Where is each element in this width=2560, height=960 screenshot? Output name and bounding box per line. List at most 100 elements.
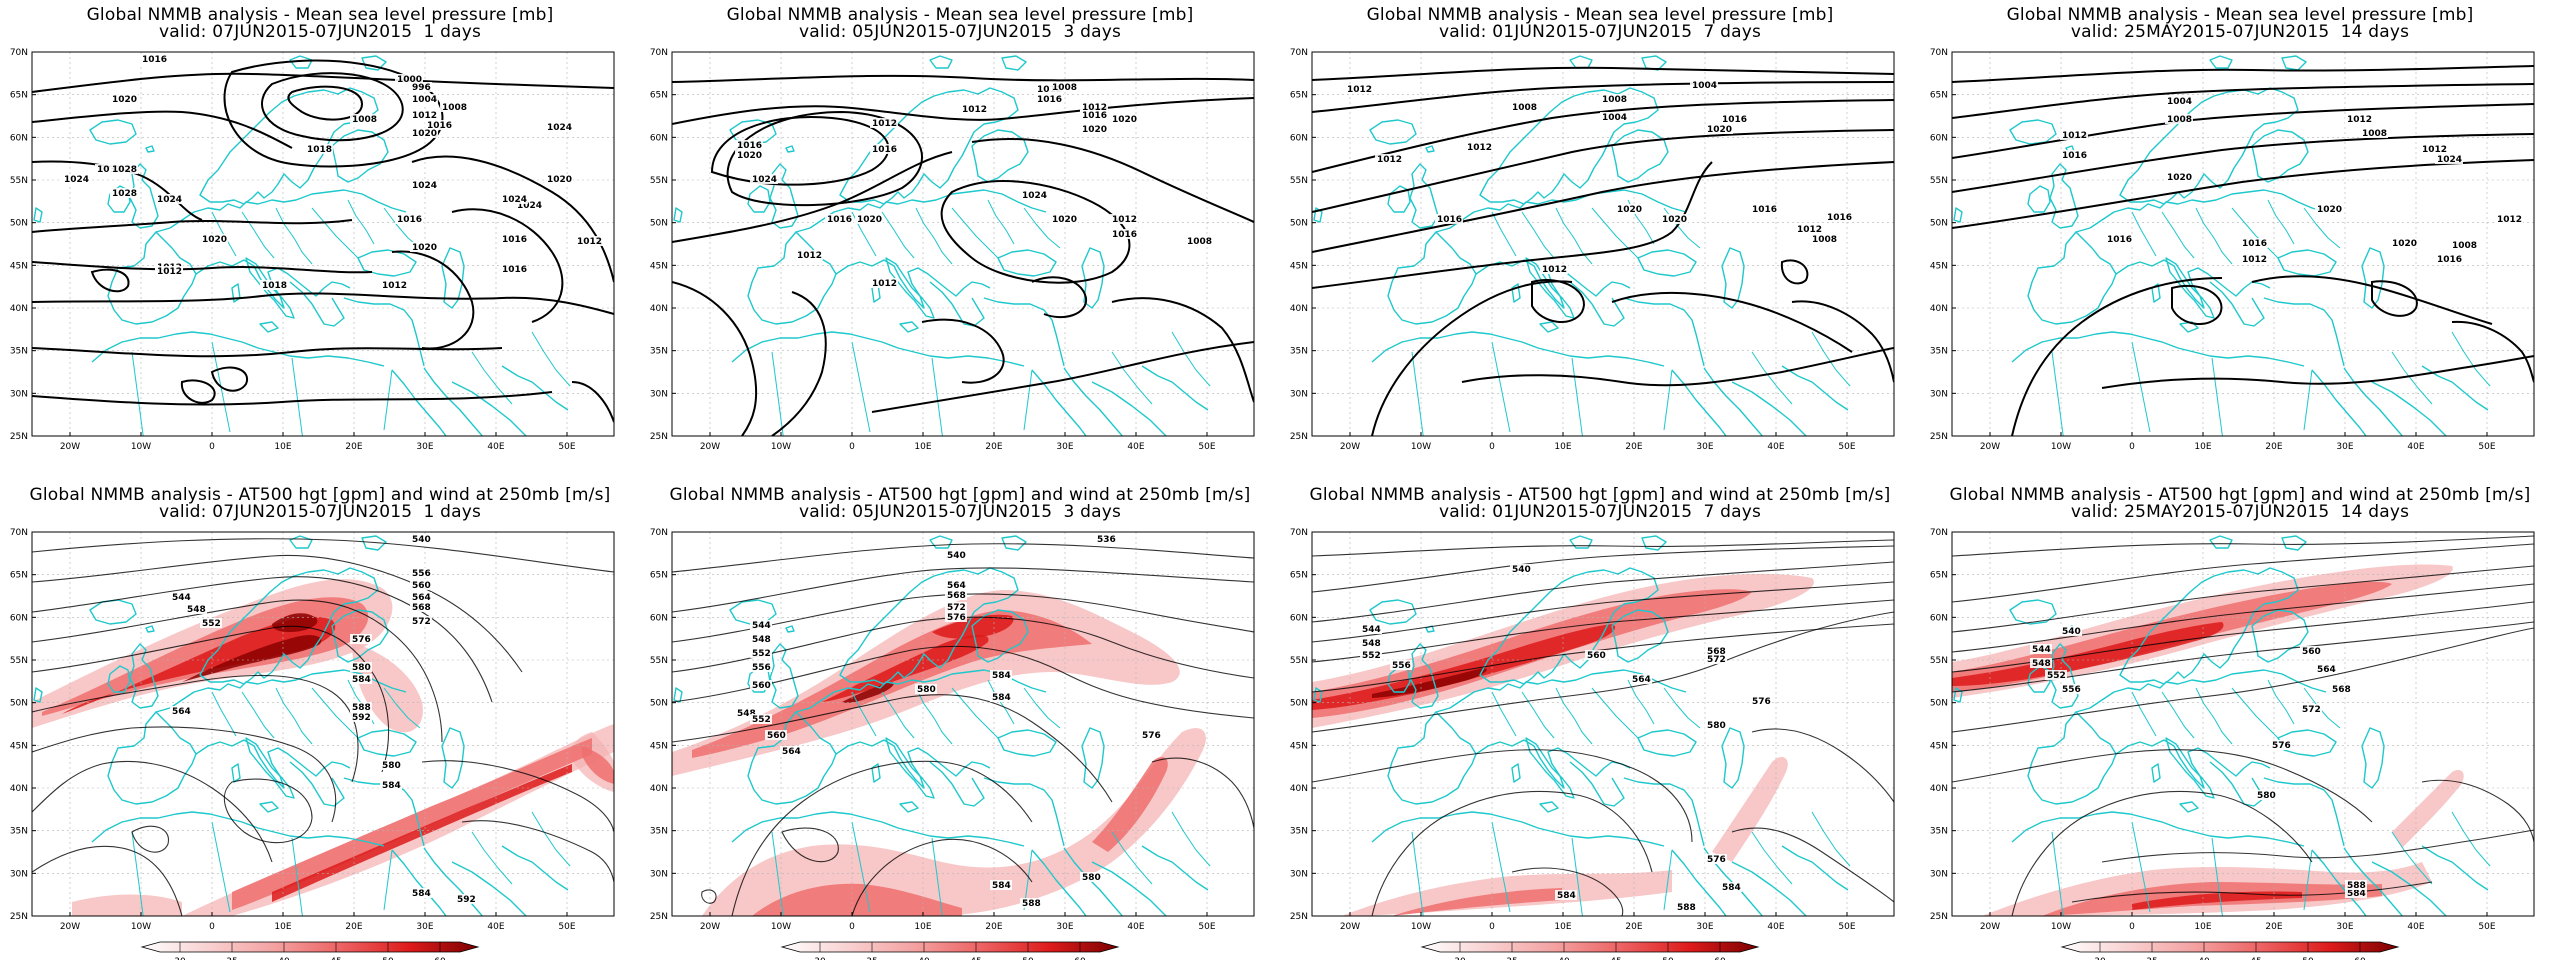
colorbar-label: 60: [1074, 957, 1086, 960]
height-contour: [1731, 827, 1894, 903]
lat-tick-label: 70N: [1930, 528, 1948, 538]
height-contour: [1312, 561, 1894, 623]
contour-label-bg: [945, 590, 967, 600]
height-contour: [1751, 728, 1894, 803]
contour-label-bg: [825, 214, 853, 224]
contour-label-bg: [1690, 80, 1718, 90]
jet-shade-strong: [822, 634, 989, 702]
lat-tick-label: 70N: [10, 528, 28, 538]
panel-title: Global NMMB analysis - AT500 hgt [gpm] a…: [669, 485, 1251, 505]
isobar: [32, 219, 353, 233]
isobar: [180, 379, 216, 404]
contour-label-bg: [455, 894, 477, 904]
contour-label-bg: [2030, 658, 2052, 668]
isobar: [287, 85, 364, 121]
contour-label: 564: [2317, 665, 2336, 675]
contour-label-bg: [395, 214, 423, 224]
lon-tick-label: 20W: [1340, 442, 1360, 452]
contour-label: 584: [382, 781, 401, 791]
contour-label-bg: [945, 612, 967, 622]
lat-tick-label: 70N: [650, 48, 668, 58]
contour-label-bg: [780, 746, 802, 756]
lat-tick-label: 55N: [10, 176, 28, 186]
contour-label-bg: [1360, 650, 1382, 660]
lon-tick-label: 0: [1489, 922, 1495, 932]
lat-tick-label: 40N: [1290, 304, 1308, 314]
contour-label-bg: [1705, 854, 1727, 864]
lon-tick-label: 20E: [1625, 922, 1642, 932]
colorbar-label: 45: [2250, 957, 2261, 960]
height-contour: [32, 538, 614, 573]
lon-tick-label: 50E: [558, 442, 575, 452]
contour-label-bg: [2060, 130, 2088, 140]
panel-subtitle: valid: 01JUN2015-07JUN2015 7 days: [1438, 22, 1762, 42]
contour-label: 1020: [857, 215, 882, 225]
contour-label: 1020: [1617, 205, 1642, 215]
contour-label: 1024: [2437, 155, 2462, 165]
contour-label: 1008: [1812, 235, 1837, 245]
height-contour: [1312, 611, 1894, 733]
height-contour: [2011, 790, 2313, 916]
map-canvas: 1004 1008 1012 1016 1020 1016 1012 1008 1012 1016…: [1930, 48, 2535, 452]
panel-title: Global NMMB analysis - AT500 hgt [gpm] a…: [29, 485, 611, 505]
colorbar-label: 60: [1714, 957, 1726, 960]
colorbar-label: 35: [866, 957, 877, 960]
contour-label-bg: [2345, 114, 2373, 124]
contour-label: 1024: [64, 175, 89, 185]
isobar: [411, 155, 614, 283]
contour-label: 1032: [97, 165, 122, 175]
contour-label-bg: [575, 236, 603, 246]
contour-label-bg: [1110, 229, 1138, 239]
lat-tick-label: 45N: [650, 741, 668, 751]
contour-label: 548: [752, 635, 771, 645]
lon-tick-label: 40E: [1127, 442, 1144, 452]
isobar: [940, 180, 1131, 284]
contour-label: 1020: [2317, 205, 2342, 215]
colorbar-label: 40: [2198, 957, 2210, 960]
height-contour: [731, 760, 1033, 916]
isobar: [571, 381, 614, 423]
height-contour: [1312, 599, 1894, 663]
lon-tick-label: 50E: [558, 922, 575, 932]
height-contour: [223, 778, 313, 844]
map-canvas: 1016102010321024102810241020101210121018…: [10, 48, 615, 452]
lon-tick-label: 0: [209, 922, 215, 932]
contour-label: 1012: [577, 237, 602, 247]
contour-label-bg: [750, 174, 778, 184]
contour-label: 1020: [412, 129, 437, 139]
contour-label-bg: [990, 670, 1012, 680]
panel-title: Global NMMB analysis - Mean sea level pr…: [1366, 5, 1834, 25]
isobar: [672, 151, 953, 243]
lon-tick-label: 30E: [1696, 922, 1713, 932]
contour-label-bg: [1375, 154, 1403, 164]
height-contour: [32, 845, 183, 916]
lat-tick-label: 50N: [1930, 219, 1948, 229]
contour-label-bg: [500, 234, 528, 244]
contour-label-bg: [1035, 94, 1063, 104]
lat-tick-label: 25N: [1290, 912, 1308, 922]
lon-tick-label: 10W: [131, 922, 151, 932]
contour-label-bg: [170, 592, 192, 602]
contour-label-bg: [945, 550, 967, 560]
height-contour: [781, 827, 839, 863]
height-contour: [1952, 627, 2534, 733]
isobar: [1611, 292, 1853, 353]
lat-tick-label: 55N: [1930, 656, 1948, 666]
lon-tick-label: 10W: [1411, 442, 1431, 452]
lat-tick-label: 70N: [1930, 48, 1948, 58]
contour-label: 560: [412, 581, 431, 591]
contour-label: 560: [1587, 651, 1606, 661]
contour-label: 1012: [1377, 155, 1402, 165]
lon-tick-label: 10E: [274, 442, 291, 452]
contour-label: 1012: [2347, 115, 2372, 125]
contour-label-bg: [260, 280, 288, 290]
lat-tick-label: 55N: [1290, 656, 1308, 666]
lat-tick-label: 40N: [650, 784, 668, 794]
jet-shade-strong: [2132, 891, 2302, 910]
contour-label: 556: [2062, 685, 2081, 695]
contour-label: 1020: [547, 175, 572, 185]
isobar: [726, 110, 923, 207]
isobar: [1312, 99, 1894, 173]
lon-tick-label: 40E: [1127, 922, 1144, 932]
